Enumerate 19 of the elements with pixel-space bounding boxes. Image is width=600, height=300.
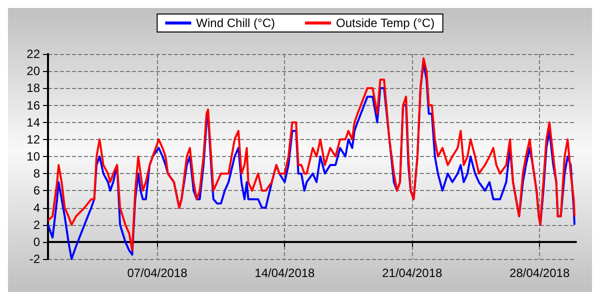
y-tick-label: 10 bbox=[26, 150, 40, 164]
x-tick-label: 21/04/2018 bbox=[382, 266, 442, 280]
legend-label: Wind Chill (°C) bbox=[196, 16, 275, 30]
y-tick-label: 22 bbox=[26, 47, 40, 61]
y-tick-label: 6 bbox=[33, 184, 40, 198]
y-tick-label: 20 bbox=[26, 64, 40, 78]
y-tick-label: 2 bbox=[33, 218, 40, 232]
x-tick-label: 14/04/2018 bbox=[254, 266, 316, 280]
x-tick-label: 28/04/2018 bbox=[510, 266, 570, 280]
y-tick-label: 16 bbox=[26, 98, 40, 112]
y-tick-label: -2 bbox=[29, 252, 40, 266]
y-tick-label: 8 bbox=[33, 166, 40, 181]
y-tick-label: 18 bbox=[26, 81, 40, 96]
y-tick-label: 4 bbox=[33, 200, 40, 215]
legend-label: Outside Temp (°C) bbox=[336, 16, 435, 30]
y-tick-label: 0 bbox=[33, 234, 40, 249]
y-tick-label: 14 bbox=[26, 115, 40, 130]
y-tick-label: 12 bbox=[26, 132, 40, 146]
x-tick-label: 07/04/2018 bbox=[127, 266, 188, 280]
